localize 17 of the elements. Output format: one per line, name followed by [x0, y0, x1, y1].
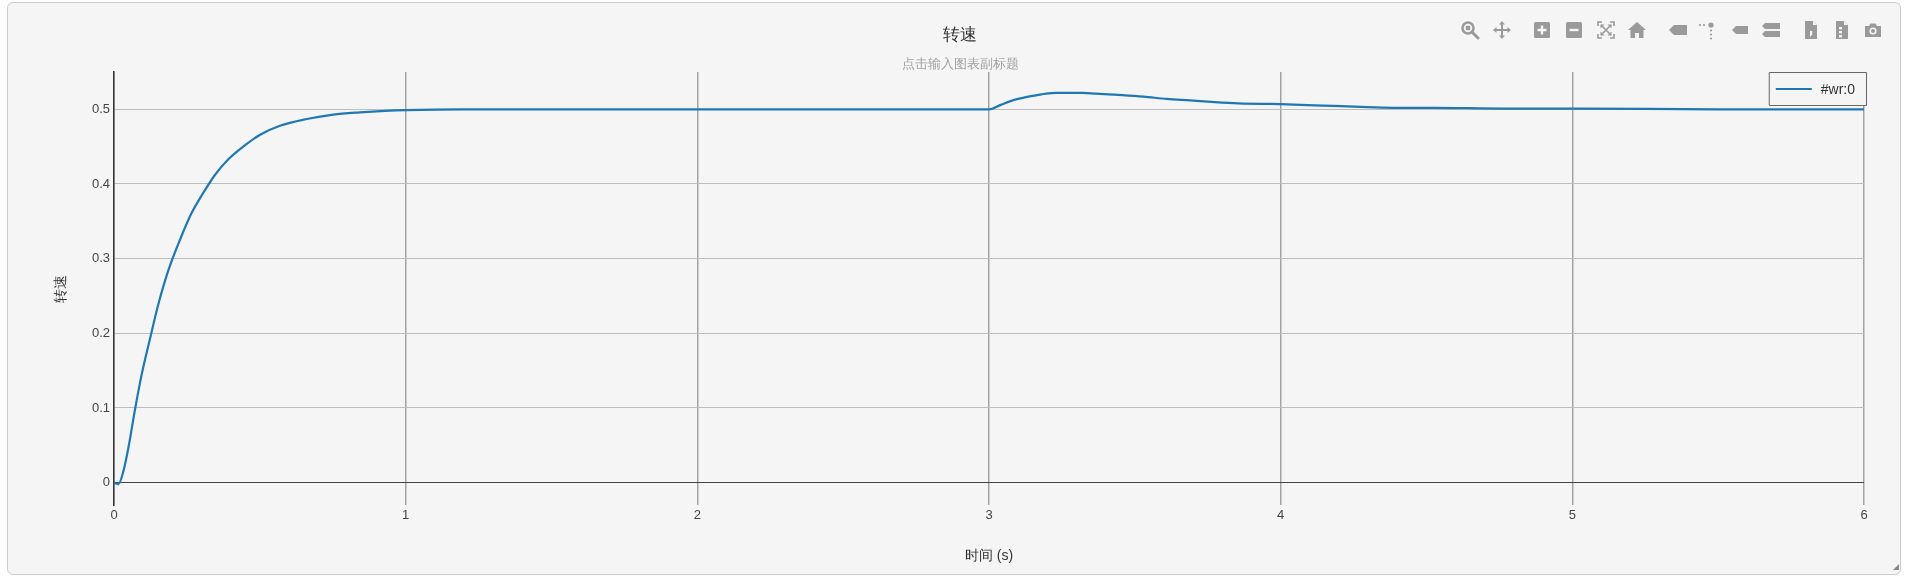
y-tick-label: 0.1 [91, 399, 110, 415]
legend-label: #wr:0 [1820, 80, 1856, 97]
x-tick-label: 4 [1277, 507, 1285, 523]
x-tick-label: 3 [985, 507, 993, 523]
chart-subtitle: 点击输入图表副标题 [901, 55, 1019, 71]
y-tick-label: 0.3 [91, 250, 110, 266]
x-tick-label: 1 [402, 507, 410, 523]
x-tick-label: 6 [1860, 507, 1868, 523]
y-tick-label: 0 [102, 474, 110, 490]
x-tick-label: 5 [1568, 507, 1576, 523]
y-tick-label: 0.5 [91, 100, 110, 116]
x-axis-title: 时间 (s) [964, 547, 1014, 564]
y-tick-label: 0.4 [91, 175, 110, 191]
y-tick-label: 0.2 [91, 324, 110, 340]
chart-title: 转速 [943, 24, 977, 44]
y-axis-title: 转速 [52, 274, 69, 303]
x-tick-label: 2 [693, 507, 701, 523]
